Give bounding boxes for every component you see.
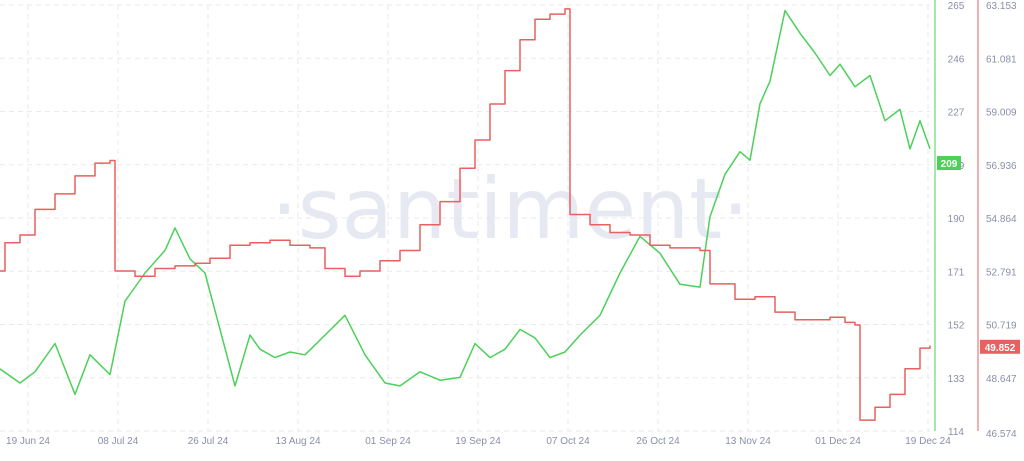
x-tick-label: 19 Dec 24 xyxy=(905,436,951,447)
current-value-right: 49.852 xyxy=(985,343,1016,354)
y-axis-left: 265246227209190171152133114 xyxy=(948,1,965,438)
y-tick-right-label: 56.936 xyxy=(986,161,1017,172)
y-tick-right-label: 61.081 xyxy=(986,54,1017,65)
x-tick-label: 13 Nov 24 xyxy=(725,436,771,447)
axes xyxy=(934,0,979,431)
y-axis-right: 63.153 61.081 59.009 56.936 54.864 52.791 50.7… xyxy=(986,1,1017,440)
x-tick-label: 07 Oct 24 xyxy=(546,436,590,447)
series-line-green xyxy=(0,9,931,396)
x-tick-label: 01 Dec 24 xyxy=(815,436,861,447)
y-tick-right-label: 54.864 xyxy=(986,214,1017,225)
y-tick-left-label: 152 xyxy=(948,321,965,332)
x-tick-label: 26 Jul 24 xyxy=(188,436,229,447)
y-tick-left-label: 190 xyxy=(948,214,965,225)
value-badges: 209 49.852 xyxy=(937,155,1020,354)
current-value-left: 209 xyxy=(941,159,958,170)
x-tick-label: 13 Aug 24 xyxy=(275,436,320,447)
y-tick-left-label: 171 xyxy=(948,267,965,278)
y-tick-left-label: 227 xyxy=(948,108,965,119)
watermark: ·santiment· xyxy=(271,160,749,258)
y-tick-right-label: 50.719 xyxy=(986,321,1017,332)
y-tick-left-label: 246 xyxy=(948,54,965,65)
x-tick-label: 19 Jun 24 xyxy=(6,436,50,447)
y-tick-left-label: 114 xyxy=(948,427,964,438)
current-value-badge-right xyxy=(980,339,1020,354)
x-tick-label: 26 Oct 24 xyxy=(636,436,680,447)
x-axis: 19 Jun 24 08 Jul 24 26 Jul 24 13 Aug 24 01 S… xyxy=(6,436,951,447)
x-tick-label: 08 Jul 24 xyxy=(98,436,139,447)
x-tick-label: 01 Sep 24 xyxy=(365,436,411,447)
y-tick-left-label: 133 xyxy=(948,374,965,385)
y-tick-right-label: 46.574 xyxy=(986,429,1017,440)
y-tick-right-label: 48.647 xyxy=(986,374,1017,385)
series-line-red xyxy=(0,8,931,421)
y-tick-right-label: 52.791 xyxy=(986,267,1017,278)
y-tick-left-label: 265 xyxy=(948,1,965,12)
y-tick-right-label: 63.153 xyxy=(986,1,1017,12)
y-tick-right-label: 59.009 xyxy=(986,108,1017,119)
x-tick-label: 19 Sep 24 xyxy=(455,436,501,447)
current-value-badge-left xyxy=(937,155,961,170)
series-layer xyxy=(0,8,931,421)
